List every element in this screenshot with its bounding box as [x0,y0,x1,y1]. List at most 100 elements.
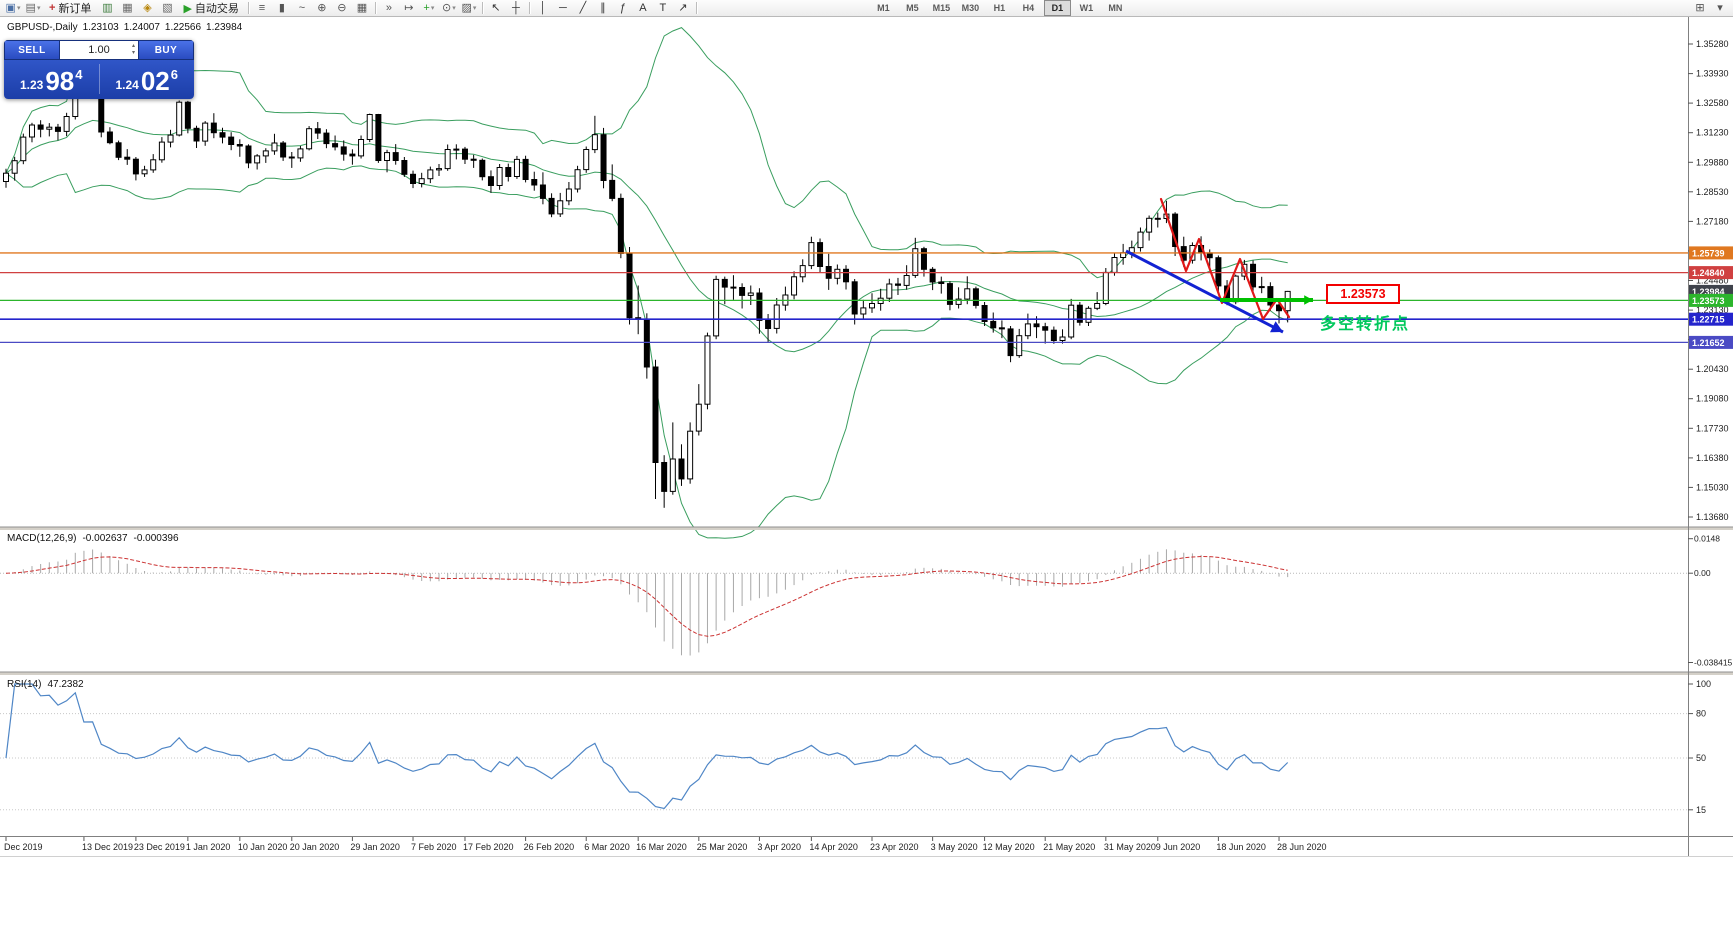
candle-body [869,303,875,309]
price-badge-label: 1.23984 [1692,287,1725,297]
price-level-label[interactable]: 1.23573 [1326,284,1400,304]
zoom-in-icon[interactable]: ⊕ [312,1,332,16]
buy-price-main: 1.24 [115,78,139,92]
indicators-icon: + [423,1,430,14]
zoom-in-icon: ⊕ [317,1,327,14]
chart-objects[interactable] [1125,197,1313,334]
buy-button[interactable]: BUY [138,40,194,60]
timeframe-w1[interactable]: W1 [1079,3,1094,13]
candle-body [254,155,261,164]
macd-axis-label: 0.0148 [1694,534,1720,544]
auto-scroll-icon[interactable]: » [379,1,399,16]
chart-shift-icon[interactable]: ↦ [399,1,419,16]
horizontal-level-lines [0,252,1688,343]
toolbar-group: │ ─ ╱ ∥ ƒ [533,0,633,16]
price-badge-label: 1.24840 [1692,268,1725,278]
dropdown-caret-icon[interactable]: ▾ [16,4,21,12]
candle-body [739,287,746,296]
horizontal-line-icon[interactable]: ─ [553,1,573,16]
bar-chart-type-icon[interactable]: ≡ [252,1,272,16]
timeframe-m30[interactable]: M30 [961,3,980,13]
navigator-icon[interactable]: ◈ [137,1,157,16]
timeframe-m15[interactable]: M15 [932,3,951,13]
candle-body [3,172,9,182]
data-window-icon[interactable]: ▦ [117,1,137,16]
text-icon: A [639,1,647,14]
price-badge [1689,312,1733,326]
channel-icon[interactable]: ∥ [593,1,613,16]
window-menu-icon[interactable]: ▾ [1710,1,1730,16]
dropdown-caret-icon[interactable]: ▾ [430,4,435,12]
vertical-line-icon[interactable]: │ [533,1,553,16]
new-chart-icon[interactable]: ▣ ▾ [3,1,23,16]
candle-body [410,173,417,185]
candle-body [1276,304,1283,312]
date-label: 3 May 2020 [931,842,978,852]
timeframe-h4[interactable]: H4 [1022,3,1035,13]
candle-body [972,288,979,306]
candle-body [513,158,520,177]
timeframe-m1[interactable]: M1 [877,3,890,13]
dropdown-caret-icon[interactable]: ▾ [36,4,41,12]
time-axis[interactable]: Dec 2019 13 Dec 2019 23 Dec 2019 1 Jan 2020… [4,837,1327,852]
zoom-out-icon[interactable]: ⊖ [332,1,352,16]
text-icon[interactable]: A [633,1,653,16]
timeframe-m5[interactable]: M5 [906,3,919,13]
templates-icon[interactable]: ▨ ▾ [459,1,479,16]
line-chart-type-icon[interactable]: ~ [292,1,312,16]
sell-price-main: 1.23 [19,78,44,92]
data-window-icon: ▦ [122,1,133,14]
fibonacci-icon[interactable]: ƒ [613,1,633,16]
candle-body [1267,286,1274,306]
crosshair-icon: ┼ [512,1,520,14]
market-watch-icon[interactable]: ▥ [97,1,117,16]
volume-spinner[interactable]: ▴ ▾ [132,43,135,57]
timeframe-h1[interactable]: H1 [993,3,1006,13]
price-axis[interactable]: 1.35280 1.33930 1.32580 1.31230 1.29880 1.285… [1688,39,1733,522]
turning-point-note[interactable]: 多空转折点 [1320,316,1411,333]
window-grid-icon[interactable]: ⊞ [1690,1,1710,16]
dropdown-caret-icon[interactable]: ▾ [452,4,456,12]
candle-body [1258,286,1265,289]
sell-price[interactable]: 1.23 98 4 [4,60,99,98]
volume-input[interactable]: 1.00 ▴ ▾ [60,40,138,60]
spin-down-icon[interactable]: ▾ [131,50,135,56]
dropdown-caret-icon[interactable]: ▾ [472,4,477,12]
red-zigzag-line[interactable] [1159,197,1291,321]
terminal-icon[interactable]: ▧ [157,1,177,16]
candle-body [938,281,945,284]
candle-body [808,242,815,267]
candle-body [903,275,910,286]
new-order-button[interactable]: + 新订单 [43,1,97,16]
candle-body [687,430,694,480]
crosshair-icon[interactable]: ┼ [506,1,526,16]
arrows-icon[interactable]: ↗ [673,1,693,16]
blue-trend-arrow[interactable] [1125,249,1284,334]
arrowhead [1270,321,1283,333]
periods-icon[interactable]: ⊙ ▾ [439,1,459,16]
indicators-icon[interactable]: + ▾ [419,1,439,16]
candle-body [63,116,70,132]
candle-body [202,122,209,142]
profiles-icon[interactable]: ▤ ▾ [23,1,43,16]
buy-price[interactable]: 1.24 02 6 [100,60,195,98]
candlestick-type-icon[interactable]: ▮ [272,1,292,16]
candle-body [496,167,503,186]
price-badge-label: 1.22715 [1692,315,1725,325]
candle-body [427,169,434,180]
autotrading-button[interactable]: ▶ 自动交易 [177,1,244,16]
timeframe-d1[interactable]: D1 [1043,0,1071,16]
candle-body [583,149,590,171]
cursor-icon[interactable]: ↖ [486,1,506,16]
trendline-icon[interactable]: ╱ [573,1,593,16]
candle-body [306,128,313,150]
toolbar-separator [528,2,530,14]
toolbar-right-group: ⊞ ▾ [1690,1,1730,16]
tile-windows-icon[interactable]: ▦ [352,1,372,16]
candle-body [600,134,607,181]
sell-button[interactable]: SELL [4,40,60,60]
text-label-icon[interactable]: T [653,1,673,16]
spin-up-icon[interactable]: ▴ [131,43,135,49]
timeframe-mn[interactable]: MN [1108,3,1123,13]
